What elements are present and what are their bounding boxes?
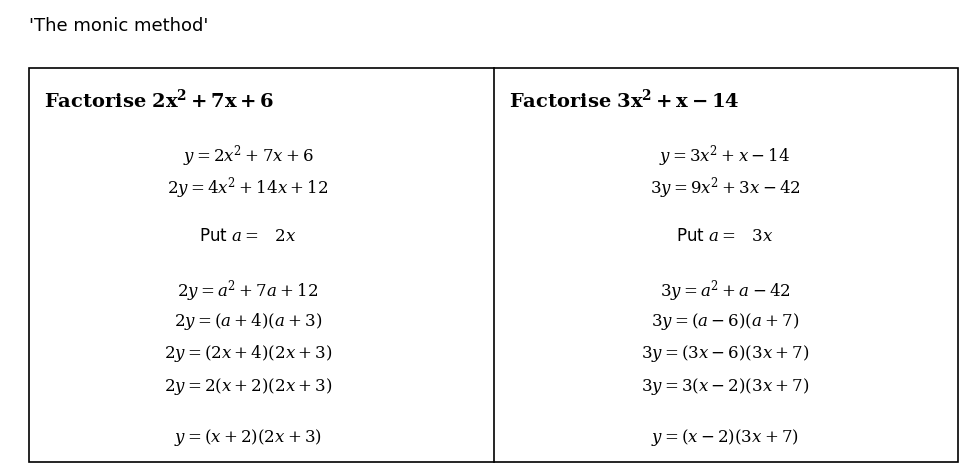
FancyBboxPatch shape xyxy=(29,69,958,462)
Text: $3y = 3(x - 2)(3x + 7)$: $3y = 3(x - 2)(3x + 7)$ xyxy=(641,375,809,396)
Text: $3y = (a - 6)(a + 7)$: $3y = (a - 6)(a + 7)$ xyxy=(651,310,799,331)
Text: $3y = (3x - 6)(3x + 7)$: $3y = (3x - 6)(3x + 7)$ xyxy=(641,343,809,364)
Text: $2y = (2x + 4)(2x + 3)$: $2y = (2x + 4)(2x + 3)$ xyxy=(164,343,332,364)
Text: $y = (x - 2)(3x + 7)$: $y = (x - 2)(3x + 7)$ xyxy=(651,426,799,447)
Text: $y = 2x^2 + 7x + 6$: $y = 2x^2 + 7x + 6$ xyxy=(183,143,313,169)
Text: $2y = 4x^2 + 14x + 12$: $2y = 4x^2 + 14x + 12$ xyxy=(167,175,329,201)
Text: $3y = 9x^2 + 3x - 42$: $3y = 9x^2 + 3x - 42$ xyxy=(650,175,800,201)
Text: $3y = a^2 + a - 42$: $3y = a^2 + a - 42$ xyxy=(660,278,790,304)
Text: $\bf{Factorise}\ 3x^2+x-14$: $\bf{Factorise}\ 3x^2+x-14$ xyxy=(509,88,739,111)
Text: $y = (x + 2)(2x + 3)$: $y = (x + 2)(2x + 3)$ xyxy=(174,426,322,447)
Text: $2y = (a + 4)(a + 3)$: $2y = (a + 4)(a + 3)$ xyxy=(174,310,322,331)
Text: $y = 3x^2 + x - 14$: $y = 3x^2 + x - 14$ xyxy=(660,143,790,169)
Text: $2y = 2(x + 2)(2x + 3)$: $2y = 2(x + 2)(2x + 3)$ xyxy=(164,375,332,396)
Text: Put $a = \;\;\; 3x$: Put $a = \;\;\; 3x$ xyxy=(676,227,774,245)
Text: $2y = a^2 + 7a + 12$: $2y = a^2 + 7a + 12$ xyxy=(177,278,319,304)
Text: $\bf{Factorise}\ 2x^2+7x+6$: $\bf{Factorise}\ 2x^2+7x+6$ xyxy=(44,88,274,111)
Text: Put $a = \;\;\; 2x$: Put $a = \;\;\; 2x$ xyxy=(199,227,297,245)
Text: 'The monic method': 'The monic method' xyxy=(29,17,208,35)
